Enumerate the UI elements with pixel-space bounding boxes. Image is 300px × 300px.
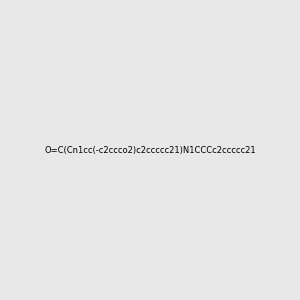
Text: O=C(Cn1cc(-c2ccco2)c2ccccc21)N1CCCc2ccccc21: O=C(Cn1cc(-c2ccco2)c2ccccc21)N1CCCc2cccc… [44,146,256,154]
